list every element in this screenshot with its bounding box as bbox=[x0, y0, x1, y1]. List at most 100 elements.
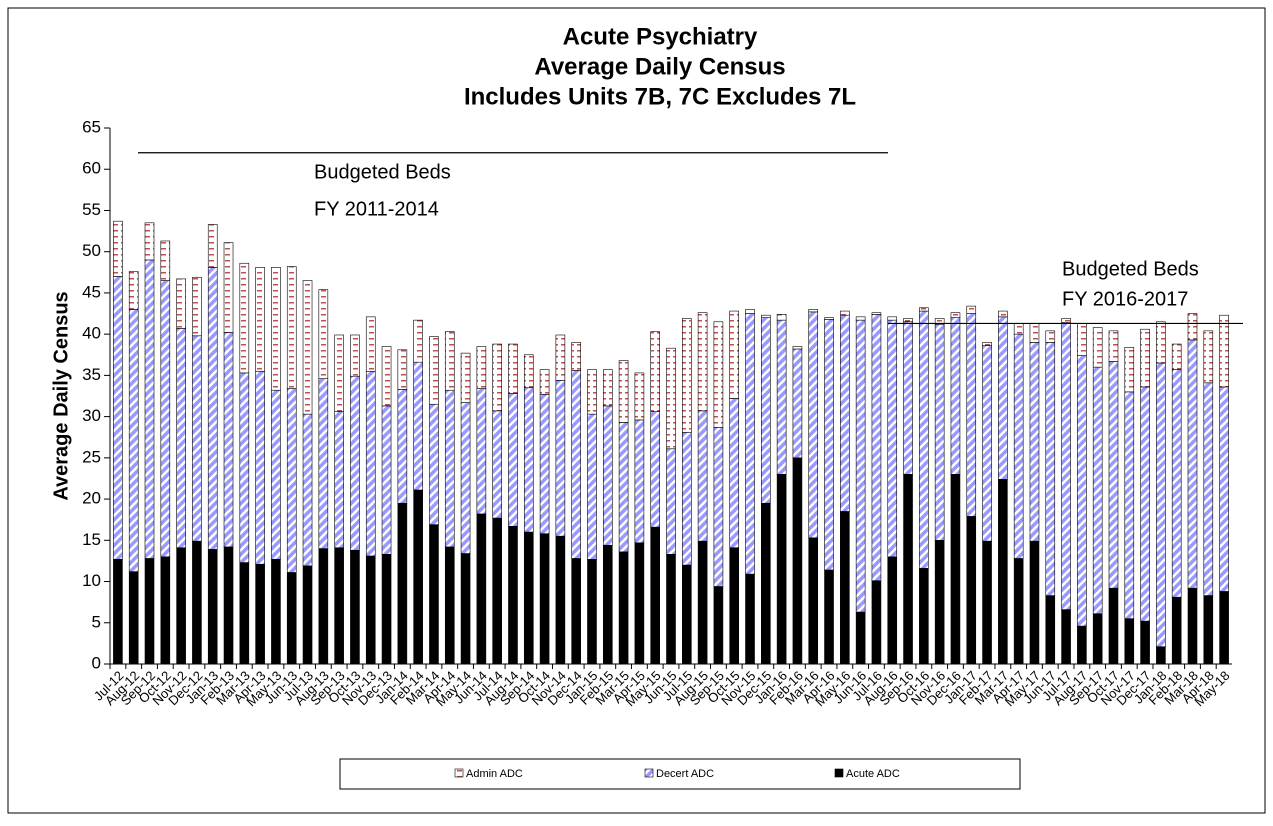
bar-segment bbox=[271, 558, 281, 665]
bar-segment bbox=[255, 267, 265, 372]
bar-segment bbox=[160, 280, 171, 558]
bar-segment bbox=[634, 419, 645, 544]
y-tick-label: 15 bbox=[82, 530, 101, 549]
y-tick-label: 45 bbox=[82, 282, 101, 301]
bar-segment bbox=[160, 556, 171, 665]
bar-segment bbox=[444, 546, 455, 665]
bar-segment bbox=[381, 554, 392, 665]
bar-segment bbox=[1077, 323, 1087, 356]
bar-segment bbox=[745, 573, 755, 665]
bar-segment bbox=[207, 549, 218, 665]
bar-segment bbox=[113, 276, 123, 560]
bar-segment bbox=[982, 342, 992, 346]
bar-segment bbox=[429, 336, 439, 405]
bar-segment bbox=[1187, 339, 1198, 589]
bar-segment bbox=[334, 334, 344, 412]
bar-segment bbox=[207, 224, 218, 268]
bar-segment bbox=[1203, 330, 1214, 384]
bar-segment bbox=[555, 380, 566, 537]
bar-segment bbox=[176, 547, 186, 665]
bar-segment bbox=[1092, 613, 1103, 665]
bar-segment bbox=[255, 370, 265, 565]
chart-title: Includes Units 7B, 7C Excludes 7L bbox=[464, 83, 856, 110]
bar-segment bbox=[176, 328, 186, 549]
bar-segment bbox=[255, 563, 265, 665]
bar-segment bbox=[587, 369, 597, 415]
bar-segment bbox=[1219, 386, 1229, 592]
bar-segment bbox=[429, 524, 439, 665]
bar-segment bbox=[682, 318, 692, 433]
bar-segment bbox=[302, 413, 313, 567]
bar-segment bbox=[239, 562, 250, 665]
y-tick-label: 40 bbox=[82, 324, 101, 343]
bar-segment bbox=[429, 403, 439, 525]
bar-segment bbox=[128, 271, 139, 310]
bar-segment bbox=[761, 314, 771, 318]
bar-segment bbox=[745, 313, 755, 575]
bar-segment bbox=[350, 334, 360, 377]
bar-segment bbox=[1171, 369, 1182, 598]
bar-segment bbox=[555, 334, 566, 381]
bar-segment bbox=[476, 388, 487, 515]
bar-segment bbox=[840, 310, 850, 316]
bar-segment bbox=[286, 572, 297, 665]
bar-segment bbox=[1171, 343, 1182, 370]
bar-segment bbox=[381, 405, 392, 555]
bar-segment bbox=[1013, 333, 1024, 559]
bar-segment bbox=[176, 278, 186, 329]
bar-segment bbox=[334, 547, 344, 665]
bar-segment bbox=[1124, 618, 1135, 665]
bar-segment bbox=[1029, 540, 1040, 665]
bar-segment bbox=[950, 474, 961, 665]
bar-segment bbox=[776, 319, 787, 475]
chart-title: Acute Psychiatry bbox=[563, 23, 758, 50]
bar-segment bbox=[982, 345, 992, 542]
bar-segment bbox=[998, 316, 1008, 480]
bar-segment bbox=[1061, 322, 1071, 610]
y-tick-label: 25 bbox=[82, 447, 101, 466]
bar-segment bbox=[144, 259, 155, 559]
bar-segment bbox=[903, 318, 913, 323]
bar-segment bbox=[602, 369, 613, 407]
bar-segment bbox=[824, 569, 834, 665]
bar-segment bbox=[1219, 591, 1229, 665]
bar-segment bbox=[365, 370, 376, 557]
annotation: Budgeted Beds bbox=[314, 161, 451, 183]
bar-segment bbox=[1108, 587, 1119, 665]
bar-segment bbox=[460, 352, 471, 403]
bar-segment bbox=[666, 347, 676, 450]
bar-segment bbox=[413, 489, 423, 665]
bar-segment bbox=[397, 502, 408, 665]
legend-label: Admin ADC bbox=[466, 768, 523, 780]
bar-segment bbox=[840, 511, 850, 665]
bar-segment bbox=[840, 314, 850, 512]
bar-segment bbox=[460, 402, 471, 554]
legend-label: Acute ADC bbox=[846, 768, 900, 780]
bar-segment bbox=[318, 378, 329, 549]
bar-segment bbox=[871, 314, 882, 582]
bar-segment bbox=[919, 307, 929, 312]
bar-segment bbox=[192, 335, 202, 542]
bar-segment bbox=[697, 312, 708, 412]
y-tick-label: 65 bbox=[82, 117, 101, 136]
bar-segment bbox=[1187, 587, 1198, 665]
bar-segment bbox=[1140, 328, 1150, 388]
bar-segment bbox=[302, 565, 313, 665]
bar-segment bbox=[855, 316, 866, 321]
bar-segment bbox=[666, 554, 676, 665]
bar-segment bbox=[903, 474, 913, 665]
bar-segment bbox=[729, 398, 740, 549]
bar-segment bbox=[871, 580, 882, 665]
bar-segment bbox=[492, 517, 502, 665]
y-tick-label: 5 bbox=[92, 612, 101, 631]
bar-segment bbox=[587, 558, 597, 665]
bar-segment bbox=[1124, 391, 1135, 619]
bar-segment bbox=[571, 342, 581, 371]
bar-segment bbox=[1092, 327, 1103, 368]
bar-segment bbox=[1156, 362, 1166, 647]
bar-segment bbox=[207, 267, 218, 550]
bar-segment bbox=[602, 544, 613, 665]
bar-segment bbox=[713, 427, 724, 587]
bar-segment bbox=[1219, 314, 1229, 388]
